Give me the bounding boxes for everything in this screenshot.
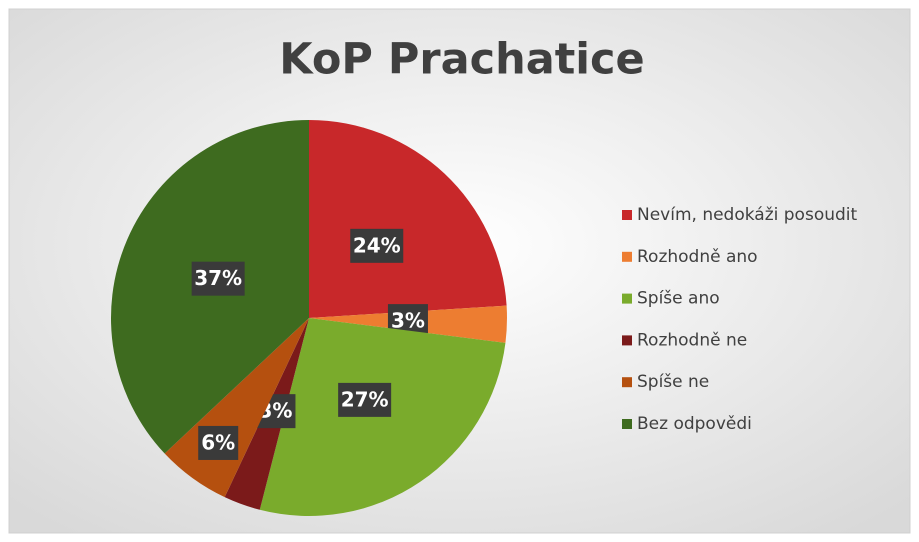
legend-label: Spíše ano [637,289,720,309]
legend-label: Spíše ne [637,372,709,392]
legend-label: Rozhodně ne [637,330,747,350]
legend-label: Bez odpovědi [637,414,752,434]
legend-swatch [622,293,632,304]
legend-swatch [622,251,632,262]
data-label-box [191,261,245,296]
data-label: 37% [194,266,242,290]
legend-label: Nevím, nedokáži posoudit [637,205,858,225]
legend-swatch [622,335,632,346]
legend-swatch [622,210,632,220]
data-label-box [338,382,392,417]
chart-title: KoP Prachatice [279,35,644,85]
legend-label: Rozhodně ano [637,247,758,267]
data-label: 27% [341,387,389,411]
data-label: 3% [391,309,425,333]
data-label: 24% [353,233,401,257]
legend-swatch [622,377,632,388]
pie-slice [309,120,507,318]
legend-swatch [622,419,632,429]
data-label-box [350,228,404,263]
data-label-box [198,425,239,460]
pie-slice [259,318,506,517]
data-label: 6% [201,430,235,454]
